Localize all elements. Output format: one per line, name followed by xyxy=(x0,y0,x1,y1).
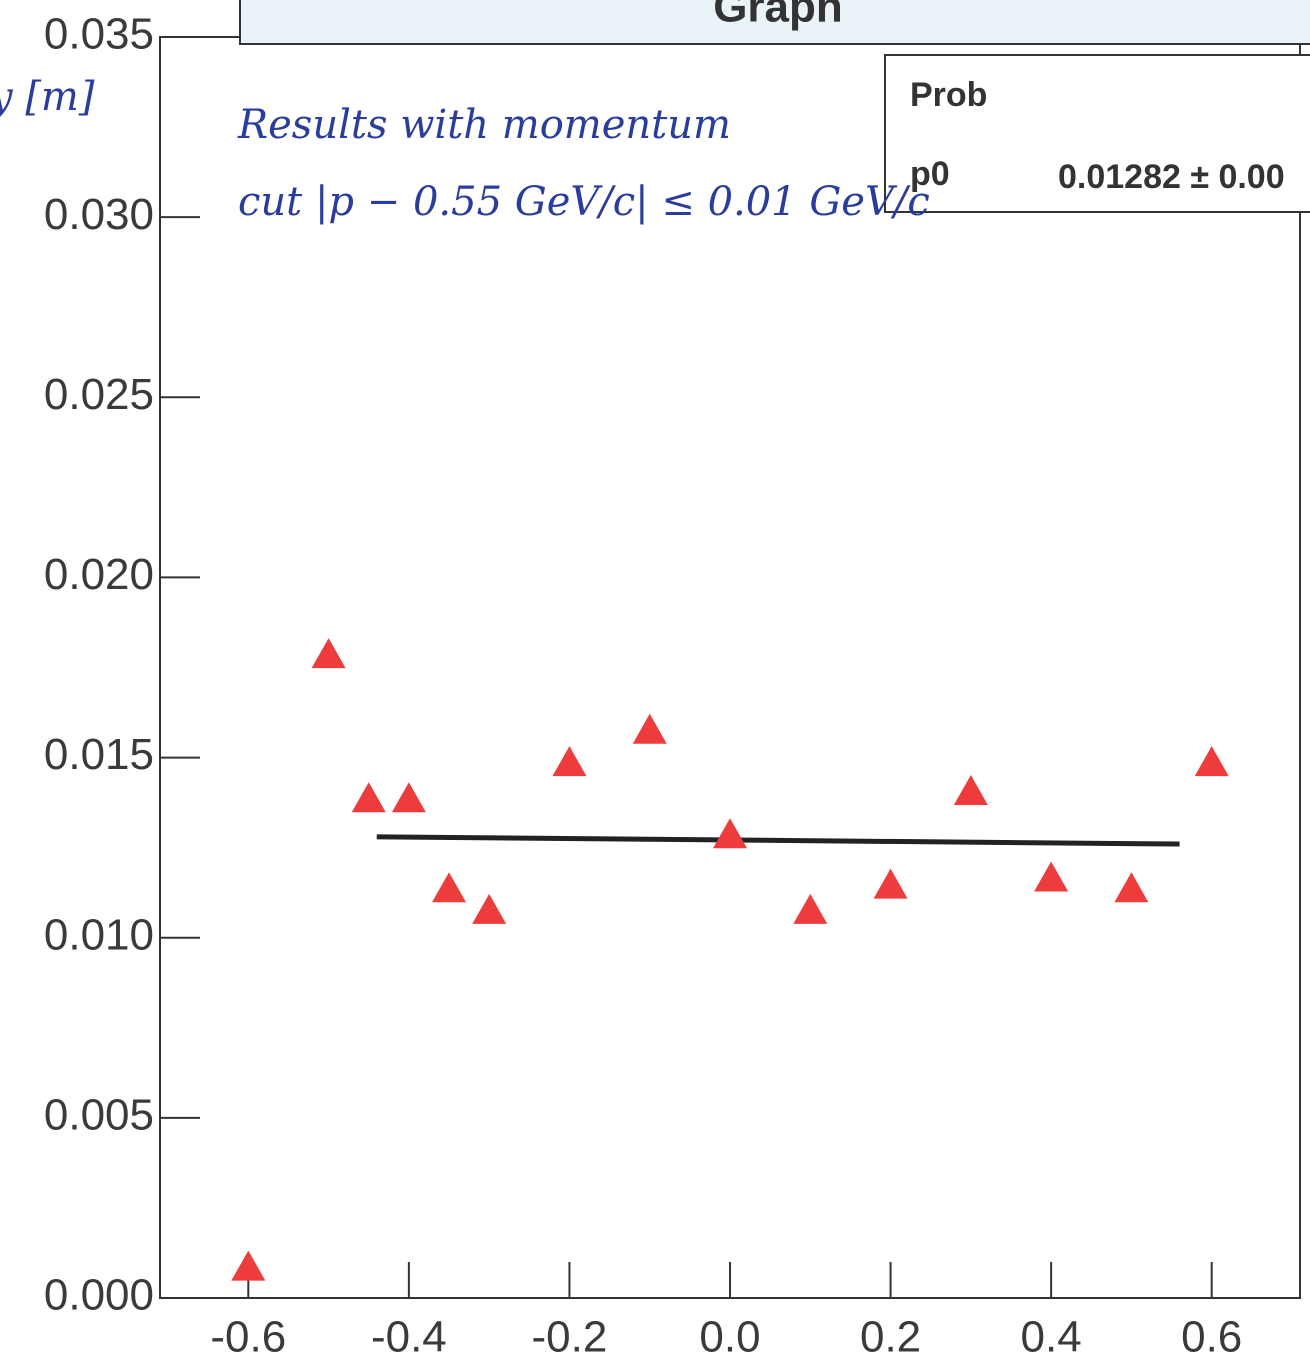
point xyxy=(713,818,747,849)
point xyxy=(632,713,667,744)
point xyxy=(1194,746,1229,777)
annotation: cut |p − 0.55 GeV/c| ≤ 0.01 GeV/c xyxy=(238,179,930,225)
point xyxy=(873,868,908,899)
point xyxy=(1034,861,1069,892)
title-box xyxy=(239,0,1310,45)
point xyxy=(231,1250,266,1281)
x-tick-label: -0.4 xyxy=(371,1313,447,1362)
annotation: Results with momentum xyxy=(237,102,731,148)
plot-frame xyxy=(159,36,1301,1299)
stats-param: p0 xyxy=(910,155,950,193)
y-tick-label: 0.035 xyxy=(44,10,154,59)
x-tick-label: 0.2 xyxy=(860,1313,921,1362)
x-tick-label: -0.2 xyxy=(532,1313,608,1362)
y-tick-label: 0.015 xyxy=(44,730,154,779)
x-tick-label: 0.4 xyxy=(1021,1313,1082,1362)
point xyxy=(311,638,346,669)
x-tick-label: 0.6 xyxy=(1181,1313,1242,1362)
fit-line xyxy=(376,834,1180,847)
y-tick-label: 0.025 xyxy=(44,370,154,419)
y-tick-label: 0.005 xyxy=(44,1090,154,1139)
point xyxy=(351,782,386,813)
stats-header: Prob xyxy=(910,76,987,114)
x-tick-label: 0.0 xyxy=(699,1313,760,1362)
point xyxy=(391,782,426,813)
x-tick-label: -0.6 xyxy=(210,1313,286,1362)
point xyxy=(953,774,988,805)
y-tick-label: 0.020 xyxy=(44,550,154,599)
point xyxy=(432,872,467,903)
chart-title: Graph xyxy=(713,0,843,32)
point xyxy=(472,893,507,924)
y-tick-label: 0.000 xyxy=(44,1271,154,1320)
y-axis-label: y [m] xyxy=(0,74,95,120)
point xyxy=(552,746,587,777)
y-tick-label: 0.010 xyxy=(44,910,154,959)
y-tick-label: 0.030 xyxy=(44,190,154,239)
point xyxy=(793,893,828,924)
stats-value: 0.01282 ± 0.00 xyxy=(1058,158,1285,196)
point xyxy=(1114,872,1149,903)
stats-box xyxy=(884,54,1310,213)
